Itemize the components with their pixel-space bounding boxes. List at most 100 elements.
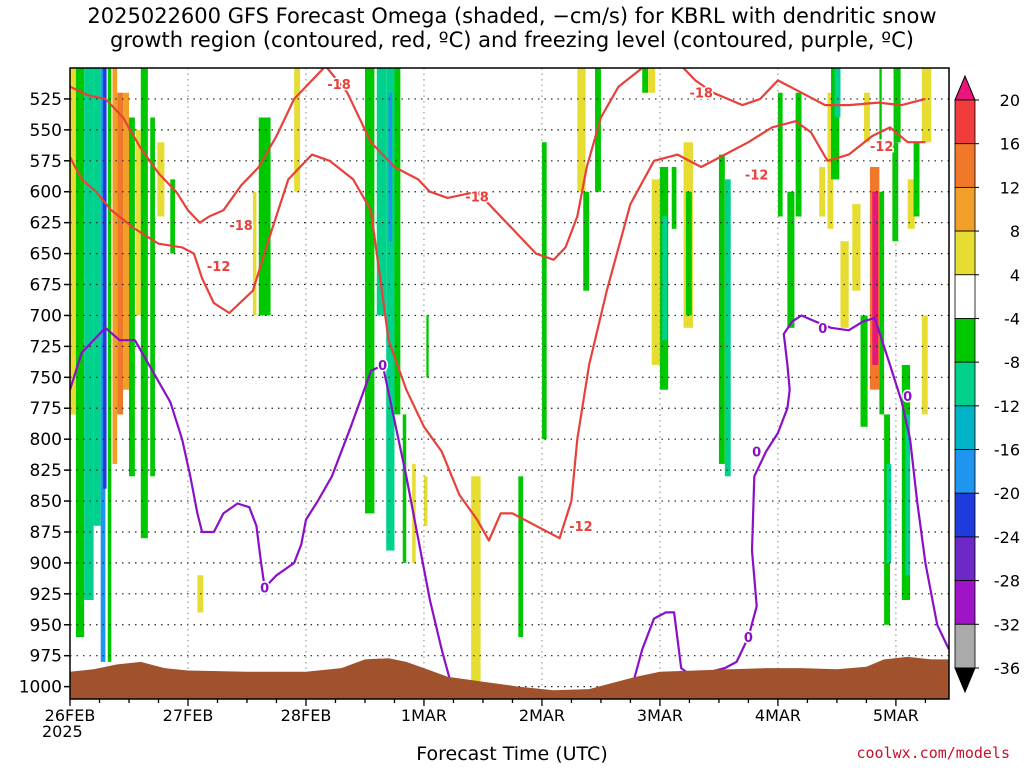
y-tick-label: 650 [30, 245, 62, 265]
colorbar-tick-label: -16 [994, 441, 1020, 460]
colorbar-segment [954, 274, 976, 319]
chart-title-line-1: 2025022600 GFS Forecast Omega (shaded, −… [87, 4, 937, 28]
colorbar-tick-label: -20 [994, 484, 1020, 503]
freezing-level-contour-line [629, 314, 949, 694]
x-tick-label: 28FEB [281, 706, 332, 725]
colorbar-segment [954, 405, 976, 450]
omega-shading-cell [724, 179, 731, 477]
omega-shading-cell [577, 68, 586, 192]
omega-shading-cell [583, 191, 590, 291]
source-credit: coolwx.com/models [856, 744, 1010, 762]
x-tick-label: 1MAR [401, 706, 447, 725]
y-tick-label: 675 [30, 276, 62, 296]
y-tick-label: 825 [30, 461, 62, 481]
omega-shading-cell [795, 92, 802, 217]
omega-shading-cell [907, 179, 915, 229]
omega-shading-cell [70, 68, 76, 415]
colorbar-tick-label: -4 [1004, 309, 1020, 328]
omega-shading-cell [376, 68, 387, 316]
y-tick-label: 975 [30, 647, 62, 667]
omega-shading-cell [651, 179, 660, 365]
contour-label: -18 [465, 191, 489, 206]
dgz-contour-line [326, 68, 643, 261]
y-tick-label: 525 [30, 90, 62, 110]
omega-shading-cell [872, 191, 879, 365]
colorbar-segment [954, 99, 976, 145]
colorbar-tick-label: -28 [994, 572, 1020, 591]
contour-label: -12 [207, 260, 231, 275]
omega-shading-cell [852, 204, 861, 291]
contour-label: -18 [689, 87, 713, 102]
omega-shading-cell [103, 68, 107, 489]
colorbar-segment [954, 361, 976, 407]
colorbar-tick-label: 16 [1000, 135, 1020, 154]
y-tick-label: 875 [30, 523, 62, 543]
omega-shading-cell [860, 315, 868, 427]
dgz-contour-line [70, 120, 926, 542]
contour-label: 0 [260, 582, 269, 597]
omega-shading-cell [471, 476, 481, 687]
colorbar-segment [954, 449, 976, 494]
x-tick-label: 2MAR [519, 706, 565, 725]
omega-shading-cell [662, 216, 668, 341]
omega-shading-cell [864, 92, 870, 143]
x-tick-label: 3MAR [637, 706, 683, 725]
y-tick-label: 600 [30, 183, 62, 203]
contour-label: -12 [569, 520, 593, 535]
omega-shading-cell [157, 142, 165, 217]
omega-shading-cell [718, 154, 725, 464]
omega-shading-cell [879, 191, 885, 415]
colorbar-tick-label: -12 [994, 397, 1020, 416]
omega-shading-cell [84, 68, 94, 601]
omega-shading-cell [892, 142, 899, 242]
colorbar-segment [954, 318, 976, 363]
omega-shading-cell [834, 68, 841, 118]
colorbar-segment [954, 623, 976, 669]
omega-shading-cell [128, 117, 135, 477]
omega-shading-cell [150, 117, 155, 477]
colorbar-tick-label: -36 [994, 659, 1020, 678]
colorbar-bottom-arrow [954, 667, 976, 694]
contour-label: 0 [744, 631, 753, 646]
colorbar-tick-label: 8 [1010, 222, 1020, 241]
omega-shading-cell [831, 68, 840, 180]
terrain-fill [70, 656, 949, 699]
omega-shading-cell [879, 68, 882, 143]
contour-label: 0 [378, 359, 387, 374]
omega-shading-cell [136, 129, 141, 316]
omega-shading-cell [170, 179, 176, 254]
freezing-level-contour-line [70, 326, 455, 694]
omega-shading-cell [394, 68, 401, 415]
omega-shading-cell [117, 92, 124, 415]
dgz-contour-line [70, 68, 325, 224]
omega-shading-cell [294, 68, 301, 192]
chart-title-line-2: growth region (contoured, red, ºC) and f… [110, 28, 914, 52]
colorbar-tick-label: 4 [1010, 266, 1020, 285]
contour-label: 0 [818, 322, 827, 337]
dgz-contour-line [682, 68, 926, 107]
omega-shading-cell [921, 315, 928, 415]
y-tick-label: 550 [30, 121, 62, 141]
plot-frame [69, 67, 950, 700]
colorbar-segment [954, 230, 976, 276]
omega-shading-cell [364, 68, 375, 514]
y-tick-label: 725 [30, 337, 62, 357]
omega-shading-cell [386, 68, 395, 551]
colorbar-segment [954, 492, 976, 538]
omega-shading-cell [777, 92, 783, 217]
y-tick-label: 925 [30, 585, 62, 605]
contour-label: 0 [903, 390, 912, 405]
y-tick-label: 850 [30, 492, 62, 512]
colorbar-segment [954, 580, 976, 625]
x-axis-title: Forecast Time (UTC) [416, 743, 608, 765]
omega-shading-cell [112, 68, 118, 464]
colorbar-tick-label: -32 [994, 615, 1020, 634]
colorbar-segment [954, 536, 976, 582]
colorbar-top-arrow [954, 74, 976, 101]
y-tick-label: 950 [30, 616, 62, 636]
x-axis-year-label: 2025 [42, 722, 83, 741]
colorbar-tick-label: -8 [1004, 353, 1020, 372]
omega-shading-cell [642, 68, 649, 93]
colorbar-tick-label: 20 [1000, 91, 1020, 110]
